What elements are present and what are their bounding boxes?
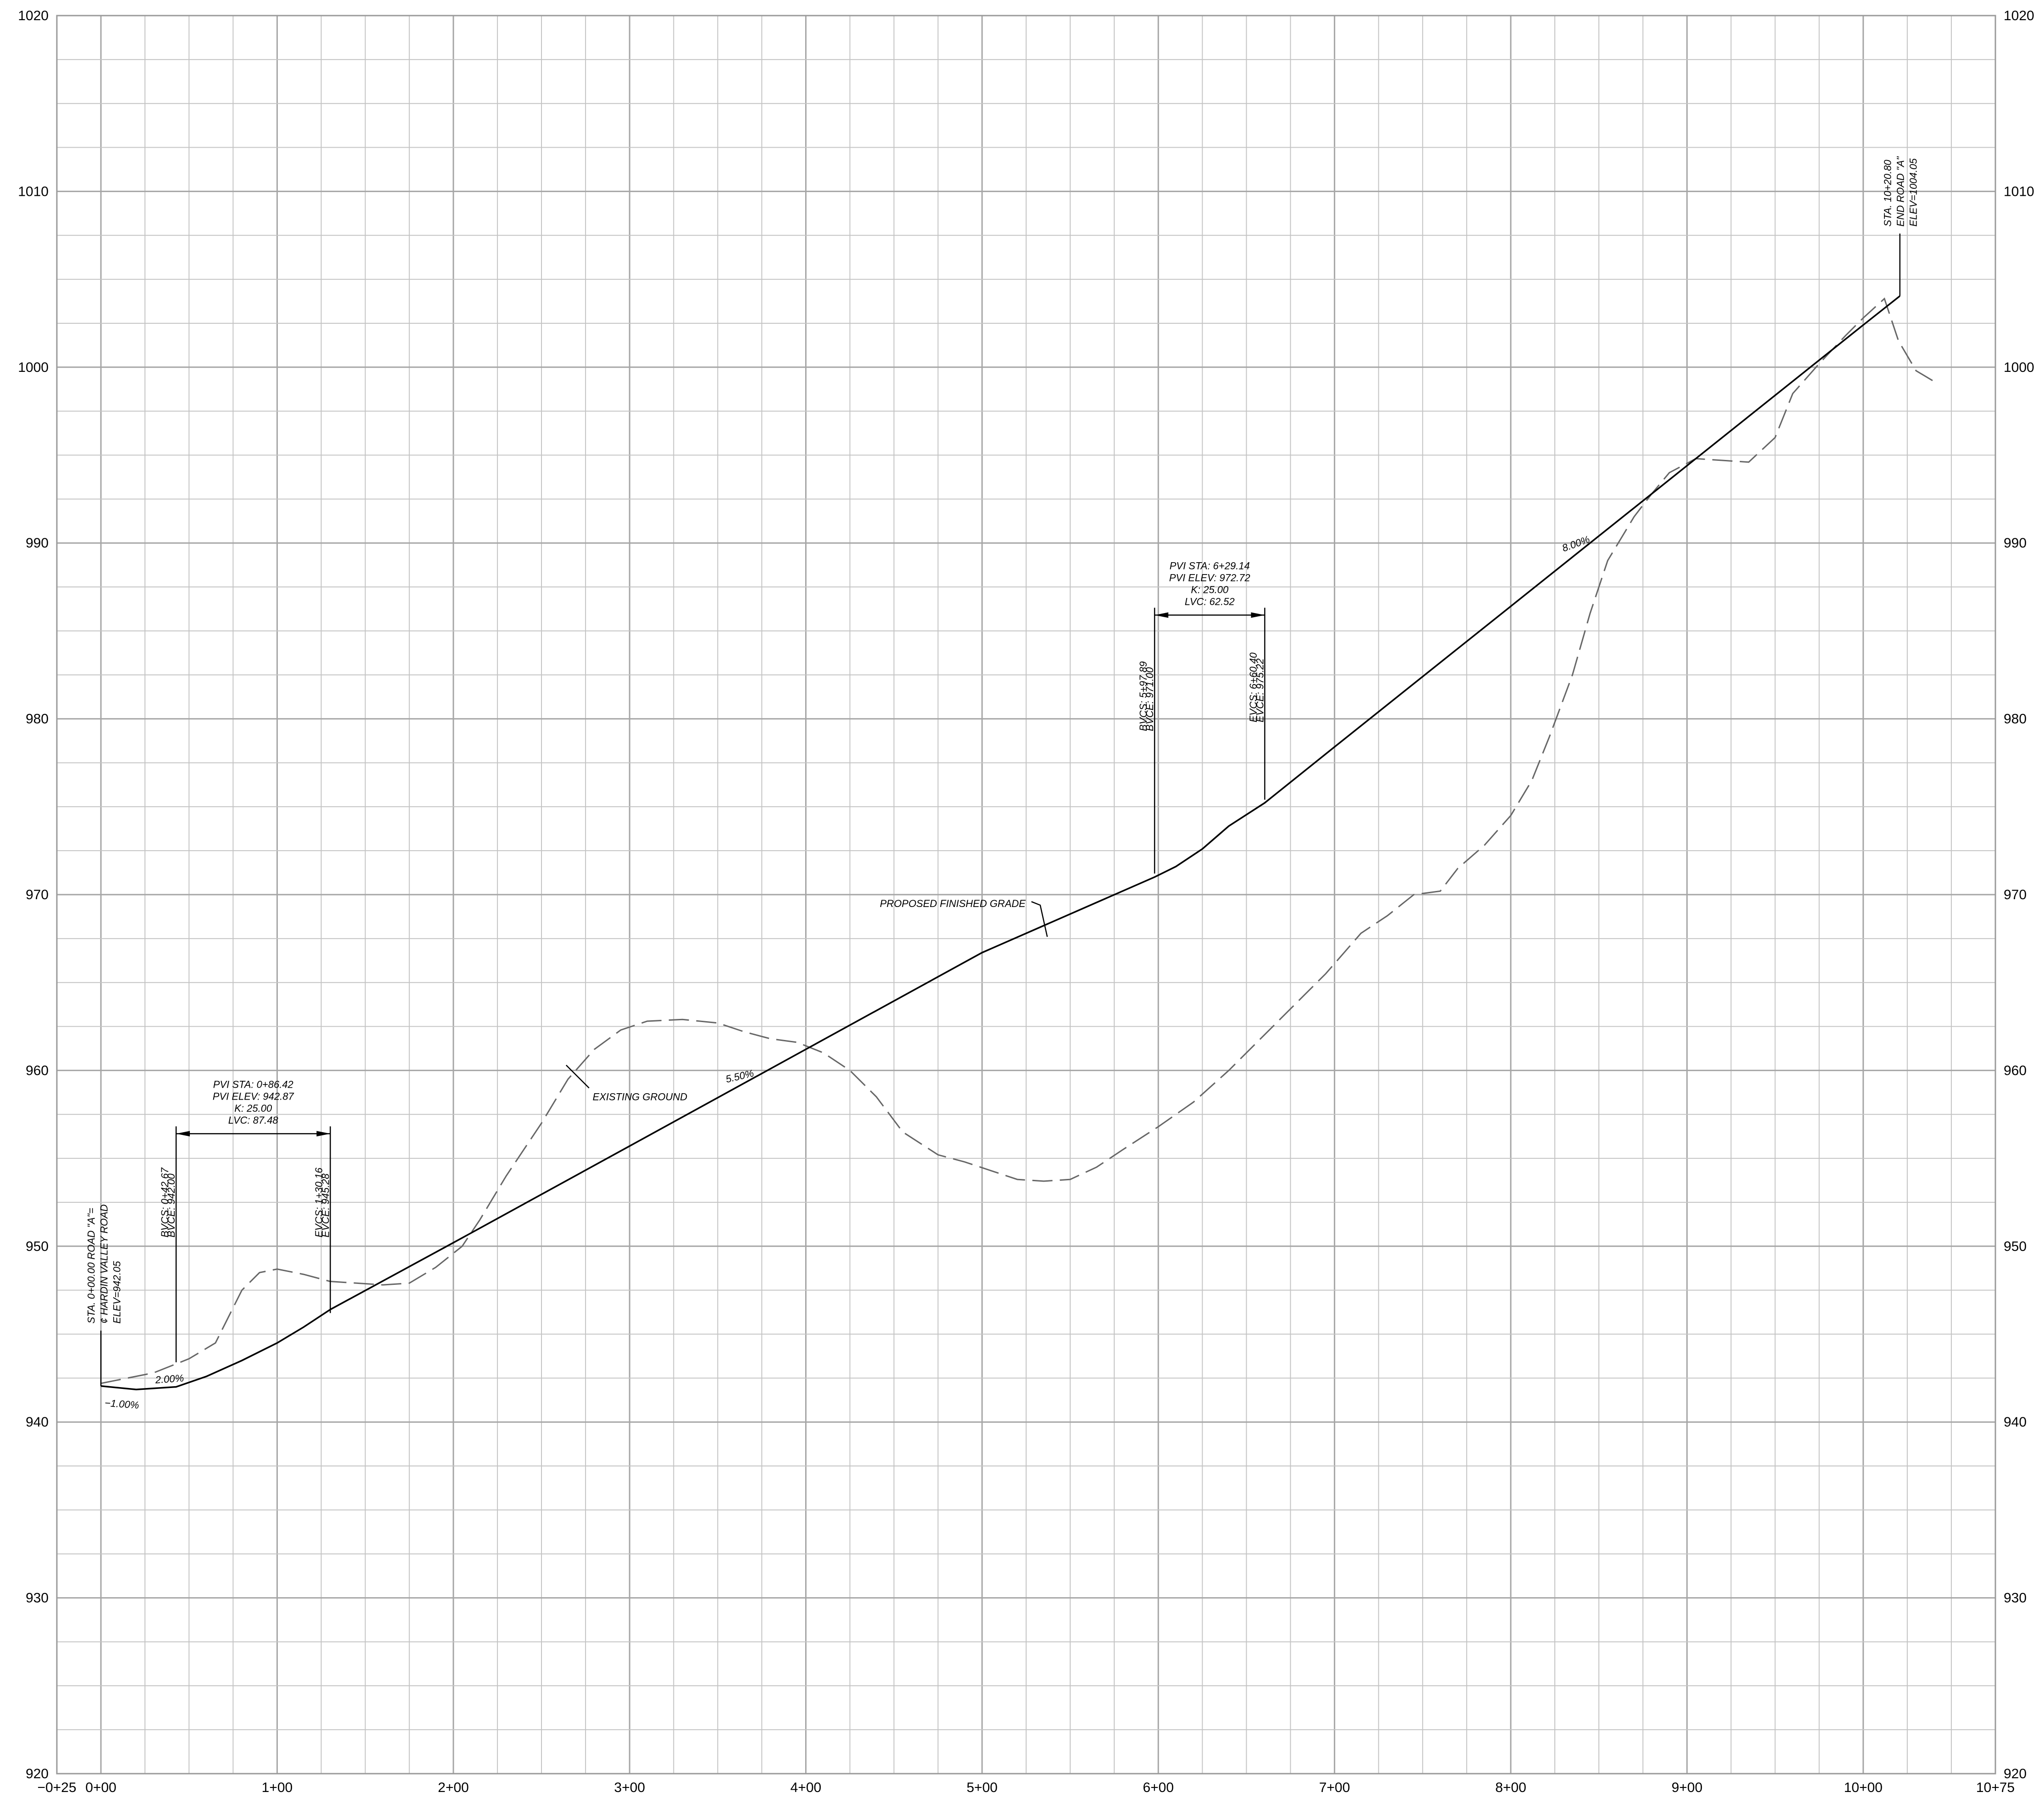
- x-tick-label: 1+00: [262, 1780, 293, 1795]
- y-tick-label-left: 1010: [18, 184, 49, 199]
- existing-ground-leader: [565, 1065, 590, 1089]
- vertical-curve-2-annotation: PVI STA: 6+29.14 PVI ELEV: 972.72 K: 25.…: [1138, 560, 1265, 874]
- x-tick-label: 3+00: [614, 1780, 645, 1795]
- x-tick-label: 0+00: [85, 1780, 116, 1795]
- vc1-pvi-elev: PVI ELEV: 942.87: [213, 1090, 294, 1102]
- vc1-evce: EVCE: 945.28: [320, 1173, 331, 1237]
- y-tick-label-right: 970: [2004, 887, 2027, 902]
- vertical-curve-1-annotation: PVI STA: 0+86.42 PVI ELEV: 942.87 K: 25.…: [159, 1078, 331, 1362]
- x-tick-label: 4+00: [790, 1780, 822, 1795]
- y-tick-label-right: 940: [2004, 1415, 2027, 1430]
- y-tick-label-right: 980: [2004, 712, 2027, 727]
- y-tick-label-left: 960: [26, 1063, 49, 1078]
- vc2-lvc: LVC: 62.52: [1185, 596, 1235, 607]
- x-tick-label: 7+00: [1319, 1780, 1350, 1795]
- vc2-k: K: 25.00: [1191, 584, 1229, 595]
- vc2-evcs: EVCS: 6+60.40: [1248, 652, 1259, 722]
- vc2-arrow-left: [1155, 612, 1169, 618]
- grid-lines: [56, 15, 1996, 1775]
- vc2-bvcs: BVCS: 5+97.89: [1138, 661, 1149, 731]
- vc2-pvi-elev: PVI ELEV: 972.72: [1169, 572, 1250, 583]
- begin-note-line1: STA. 0+00.00 ROAD "A"=: [86, 1208, 97, 1324]
- vc1-pvi-sta: PVI STA: 0+86.42: [213, 1078, 293, 1090]
- y-tick-label-left: 1020: [18, 8, 49, 23]
- proposed-grade-label: PROPOSED FINISHED GRADE: [880, 898, 1026, 909]
- begin-station-note: STA. 0+00.00 ROAD "A"= ¢ HARDIN VALLEY R…: [86, 1204, 123, 1323]
- y-tick-label-left: 950: [26, 1239, 49, 1254]
- vc1-lvc: LVC: 87.48: [228, 1114, 279, 1126]
- vc2-evce: EVCE: 975.22: [1254, 658, 1265, 722]
- existing-ground-label: EXISTING GROUND: [592, 1091, 687, 1103]
- end-note-line2: END ROAD "A": [1895, 156, 1906, 227]
- vc2-arrow-right: [1251, 612, 1265, 618]
- begin-note-line3: ELEV=942.05: [111, 1261, 123, 1323]
- proposed-grade-leader: [1031, 901, 1048, 937]
- y-tick-label-right: 990: [2004, 536, 2027, 551]
- y-tick-label-left: 990: [26, 536, 49, 551]
- vc2-pvi-sta: PVI STA: 6+29.14: [1170, 560, 1250, 571]
- existing-ground-line: [100, 297, 1934, 1384]
- proposed-grade-line: [100, 295, 1900, 1391]
- grade-label-4: 8.00%: [1560, 533, 1591, 554]
- end-station-note: STA. 10+20.80 END ROAD "A" ELEV=1004.05: [1882, 156, 1919, 227]
- grade-label-2: 2.00%: [155, 1372, 184, 1386]
- axis-tick-labels: 920 920 930 930 940 940 950 950 960 960 970 970 980 9…: [18, 8, 2034, 1795]
- x-tick-label: 2+00: [438, 1780, 469, 1795]
- x-tick-label: 6+00: [1143, 1780, 1174, 1795]
- vc1-bvce: BVCE: 942.00: [166, 1173, 177, 1237]
- vc1-arrow-left: [176, 1131, 190, 1137]
- y-tick-label-right: 1000: [2004, 360, 2034, 375]
- end-note-line3: ELEV=1004.05: [1907, 158, 1919, 227]
- begin-note-line2: ¢ HARDIN VALLEY ROAD: [99, 1204, 110, 1323]
- plot-frame: [56, 15, 1996, 1775]
- y-tick-label-left: 930: [26, 1591, 49, 1606]
- y-tick-label-left: 940: [26, 1415, 49, 1430]
- x-tick-label: 8+00: [1495, 1780, 1526, 1795]
- vc1-evcs: EVCS: 1+30.16: [313, 1167, 325, 1238]
- y-tick-label-right: 930: [2004, 1591, 2027, 1606]
- y-tick-label-right: 960: [2004, 1063, 2027, 1078]
- vc1-arrow-right: [316, 1131, 331, 1137]
- y-tick-label-right: 920: [2004, 1766, 2027, 1781]
- x-tick-label: 9+00: [1672, 1780, 1703, 1795]
- y-tick-label-left: 1000: [18, 360, 49, 375]
- y-tick-label-left: 920: [26, 1766, 49, 1781]
- x-tick-label: 10+75: [1976, 1780, 2015, 1795]
- grade-label-1: −1.00%: [104, 1397, 139, 1411]
- y-tick-label-left: 970: [26, 887, 49, 902]
- vc2-bvce: BVCE: 971.00: [1144, 667, 1155, 731]
- end-note-line1: STA. 10+20.80: [1882, 160, 1893, 227]
- y-tick-label-right: 1020: [2004, 8, 2034, 23]
- vc1-bvcs: BVCS: 0+42.67: [159, 1167, 171, 1238]
- y-tick-label-left: 980: [26, 712, 49, 727]
- x-tick-label: 5+00: [967, 1780, 998, 1795]
- y-tick-label-right: 1010: [2004, 184, 2034, 199]
- vc1-k: K: 25.00: [234, 1102, 272, 1114]
- y-tick-label-right: 950: [2004, 1239, 2027, 1254]
- x-tick-label: −0+25: [37, 1780, 76, 1795]
- x-tick-label: 10+00: [1844, 1780, 1883, 1795]
